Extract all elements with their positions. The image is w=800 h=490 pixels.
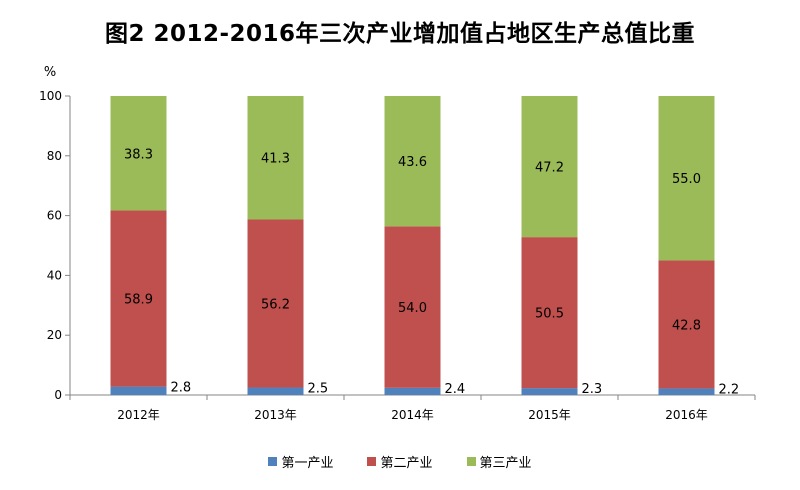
- legend-swatch: [367, 457, 377, 466]
- data-label: 42.8: [672, 318, 701, 333]
- data-label: 2.5: [308, 382, 329, 397]
- legend-item: 第一产业: [268, 452, 333, 471]
- x-tick-label: 2015年: [528, 408, 571, 422]
- x-axis: 2012年 2013年 2014年 2015年 2016年: [69, 394, 756, 422]
- bar-segment: [658, 388, 715, 395]
- data-label: 41.3: [261, 152, 290, 167]
- y-axis: 0 20 40 60 80 100: [39, 89, 71, 402]
- bars: [110, 96, 715, 395]
- y-tick-label: 40: [47, 268, 62, 282]
- bar-segment: [110, 96, 167, 211]
- bar-segment: [521, 96, 578, 238]
- y-tick-label: 80: [47, 149, 62, 163]
- data-label: 50.5: [535, 307, 564, 322]
- data-label: 2.2: [719, 382, 740, 397]
- data-label: 43.6: [398, 155, 427, 170]
- legend-label: 第一产业: [281, 456, 334, 471]
- bar-segment: [521, 388, 578, 395]
- bar-segment: [247, 219, 304, 388]
- data-label: 38.3: [124, 147, 153, 162]
- legend-label: 第三产业: [479, 456, 532, 471]
- bar-segment: [247, 96, 304, 220]
- data-label: 54.0: [398, 301, 427, 316]
- bar-segment: [110, 210, 167, 387]
- bar-segment: [384, 96, 441, 227]
- legend-item: 第二产业: [367, 452, 433, 471]
- legend-swatch: [466, 457, 476, 466]
- legend-label: 第二产业: [380, 456, 433, 471]
- bar-segment: [658, 96, 715, 261]
- bar-segment: [110, 386, 167, 395]
- legend-swatch: [268, 457, 278, 466]
- data-label: 2.3: [582, 382, 603, 397]
- y-tick-label: 100: [39, 89, 62, 103]
- data-label: 2.4: [445, 382, 466, 397]
- y-tick-label: 60: [47, 209, 62, 223]
- x-tick-label: 2016年: [665, 408, 708, 422]
- x-tick-label: 2012年: [117, 408, 160, 422]
- bar-segment: [521, 237, 578, 389]
- data-labels: 2.8 58.9 38.3 2.5 56.2 41.3 2.4 54.0 43.6 2.3 50.5…: [124, 147, 739, 397]
- chart-title: 图2 2012-2016年三次产业增加值占地区生产总值比重: [104, 21, 696, 47]
- bar-segment: [658, 260, 715, 389]
- y-tick-label: 20: [47, 328, 62, 342]
- data-label: 47.2: [535, 161, 564, 176]
- y-tick-label: 0: [54, 388, 62, 402]
- data-label: 56.2: [261, 298, 290, 313]
- legend-item: 第三产业: [466, 452, 532, 471]
- y-axis-unit-label: %: [44, 65, 56, 80]
- x-tick-label: 2014年: [391, 408, 434, 422]
- legend: 第一产业 第二产业 第三产业: [0, 452, 800, 471]
- data-label: 58.9: [124, 293, 153, 308]
- x-tick-label: 2013年: [254, 408, 297, 422]
- data-label: 55.0: [672, 172, 701, 187]
- bar-segment: [384, 226, 441, 388]
- bar-segment: [247, 387, 304, 395]
- data-label: 2.8: [171, 381, 192, 396]
- bar-segment: [384, 387, 441, 395]
